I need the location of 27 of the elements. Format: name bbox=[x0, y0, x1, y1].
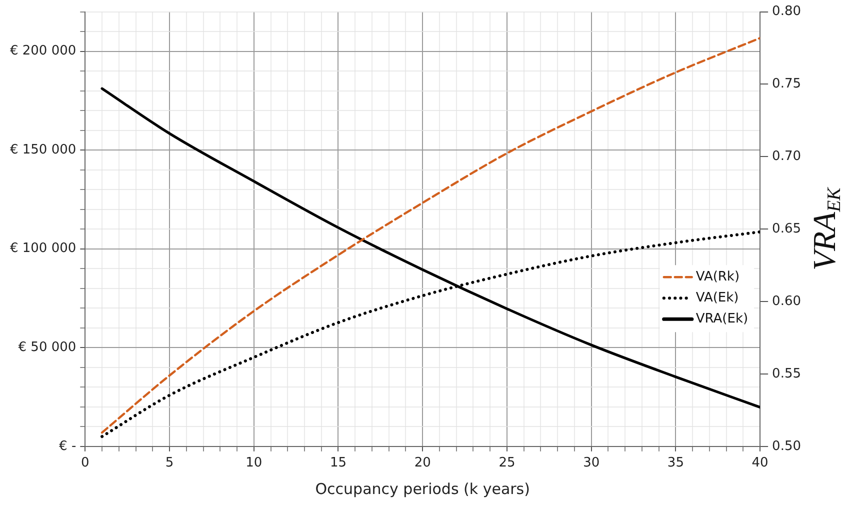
legend-label: VRA(Ek) bbox=[696, 312, 748, 327]
y2-tick-label: 0.60 bbox=[772, 294, 802, 309]
x-tick-label: 15 bbox=[330, 456, 347, 471]
y2-tick-label: 0.75 bbox=[772, 76, 802, 92]
y-tick-label: € - bbox=[59, 438, 76, 454]
line-series bbox=[100, 36, 760, 434]
x-axis-title: Occupancy periods (k years) bbox=[315, 480, 530, 498]
y-tick-label: € 200 000 bbox=[10, 44, 76, 59]
x-tick-label: 20 bbox=[414, 456, 431, 471]
y2-tick-label: 0.65 bbox=[772, 221, 802, 236]
x-tick-label: 0 bbox=[81, 456, 90, 471]
y2-axis-title: VRAEK bbox=[806, 186, 845, 271]
y-tick-label: € 150 000 bbox=[10, 142, 76, 158]
legend-label: VA(Ek) bbox=[696, 290, 739, 306]
y2-tick-label: 0.70 bbox=[772, 149, 802, 164]
x-tick-label: 5 bbox=[165, 456, 174, 471]
legend-label: VA(Rk) bbox=[696, 270, 740, 285]
x-tick-label: 35 bbox=[667, 456, 684, 471]
x-tick-label: 40 bbox=[752, 456, 768, 471]
x-tick-label: 25 bbox=[498, 456, 516, 471]
y-tick-label: € 50 000 bbox=[18, 340, 76, 355]
x-tick-label: 10 bbox=[246, 456, 262, 471]
y2-tick-label: 0.80 bbox=[772, 4, 802, 20]
x-tick-label: 30 bbox=[583, 456, 600, 471]
y-tick-label: € 100 000 bbox=[10, 241, 76, 256]
y2-tick-label: 0.55 bbox=[772, 366, 802, 382]
y2-tick-label: 0.50 bbox=[772, 438, 802, 454]
